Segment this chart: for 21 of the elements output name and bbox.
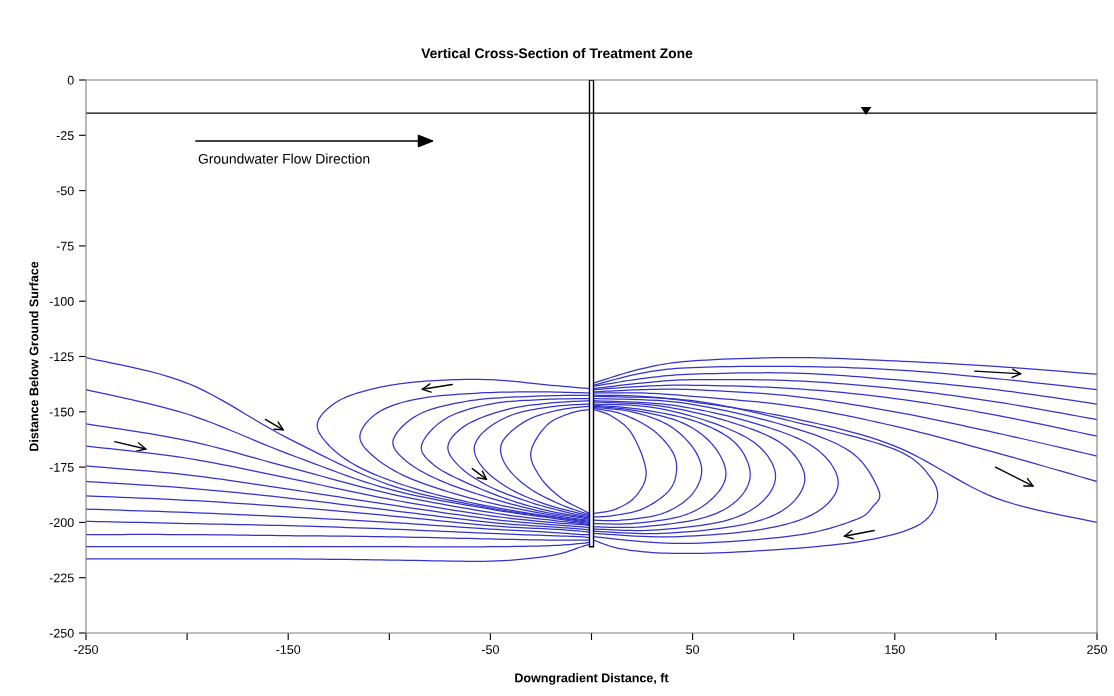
y-tick-label: -225 — [49, 573, 74, 583]
y-tick-label: -75 — [56, 241, 74, 251]
annotation: Groundwater Flow Direction — [198, 153, 370, 164]
x-tick-label: 50 — [686, 645, 700, 654]
y-tick-label: -125 — [49, 352, 74, 362]
x-axis-title: Downgradient Distance, ft — [515, 673, 669, 685]
y-axis-title: Distance Below Ground Surface — [29, 261, 39, 451]
y-tick-label: -200 — [49, 518, 74, 528]
x-tick-label: -50 — [481, 645, 499, 654]
y-tick-label: -150 — [49, 407, 74, 417]
x-tick-label: 150 — [885, 645, 905, 654]
y-tick-label: -100 — [49, 297, 74, 306]
x-tick-label: -150 — [276, 645, 301, 654]
y-tick-label: 0 — [67, 75, 74, 85]
y-tick-label: -250 — [49, 628, 74, 638]
y-tick-label: -50 — [56, 186, 74, 196]
y-tick-label: -25 — [56, 131, 74, 140]
x-tick-label: 250 — [1087, 645, 1107, 654]
chart-title: Vertical Cross-Section of Treatment Zone — [421, 48, 693, 59]
y-tick-label: -175 — [49, 463, 74, 472]
x-tick-label: -250 — [74, 645, 99, 654]
